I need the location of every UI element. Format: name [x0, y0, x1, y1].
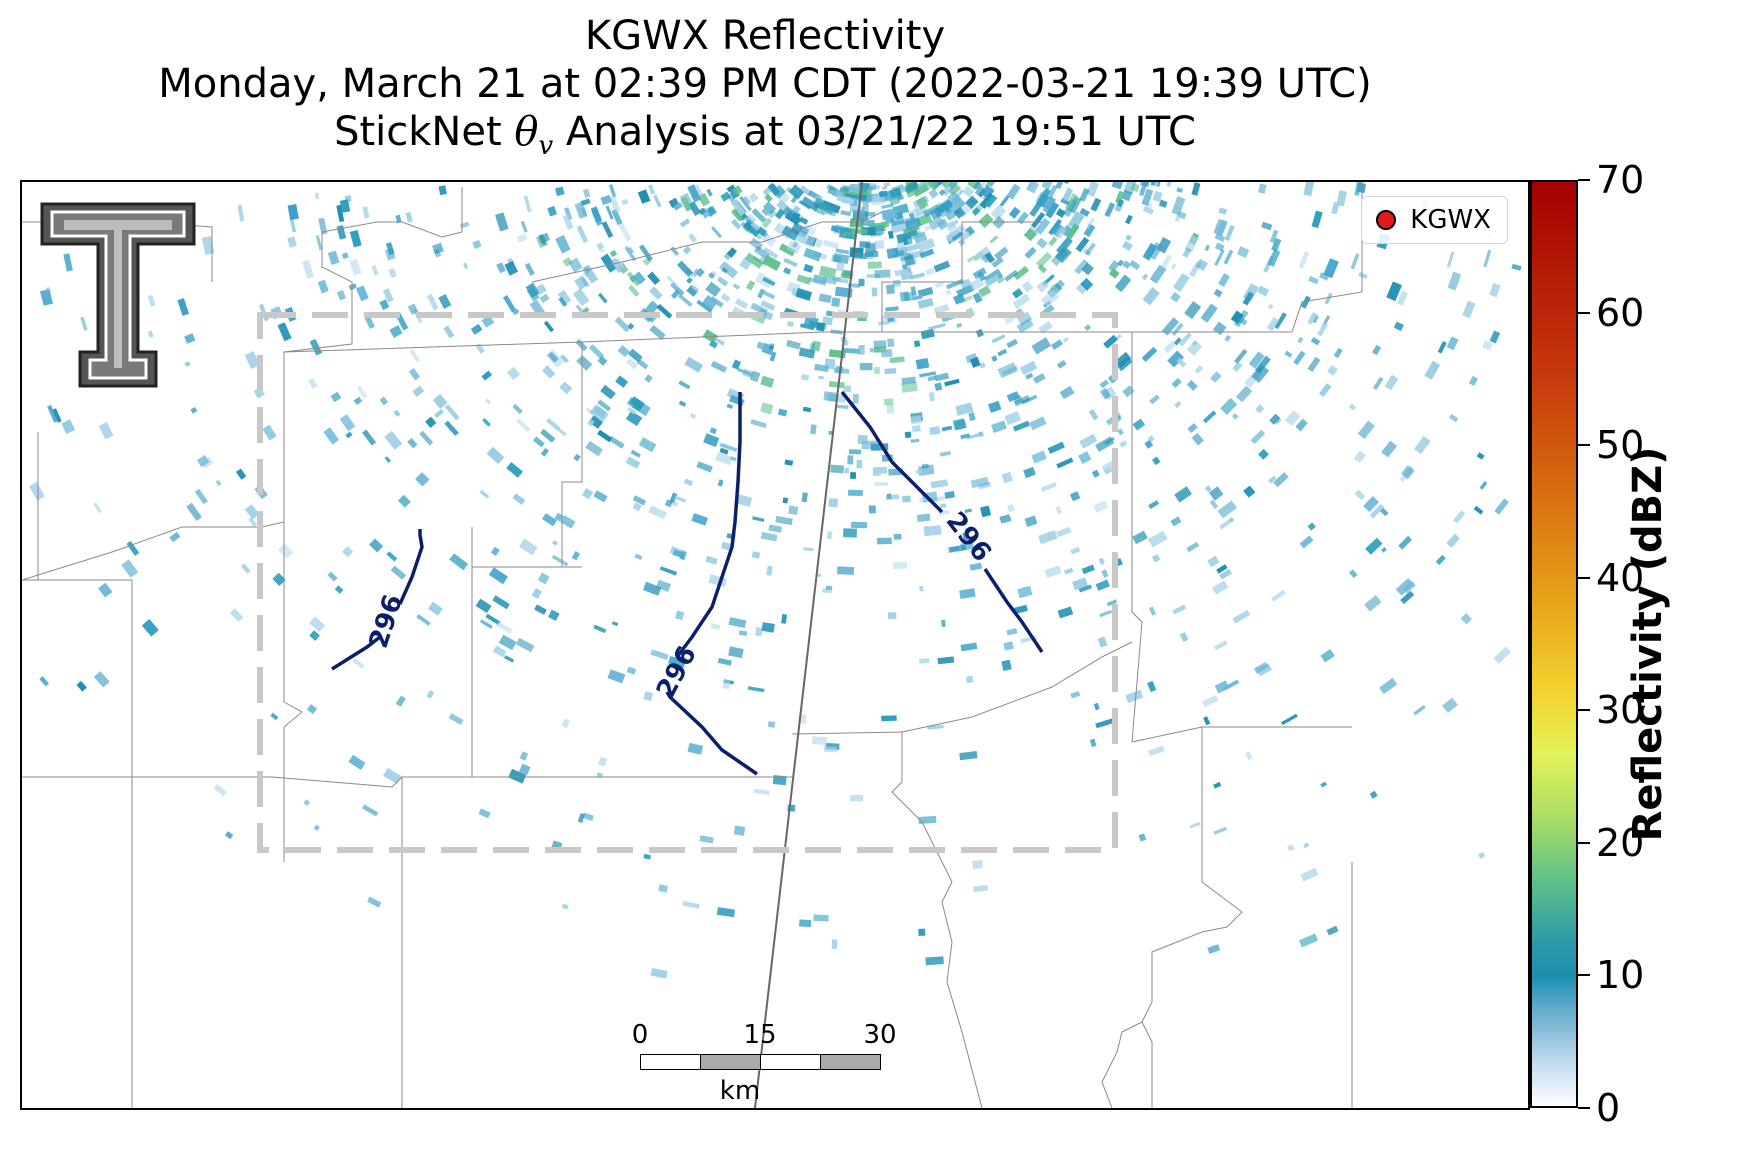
- title-line-2: Monday, March 21 at 02:39 PM CDT (2022-0…: [158, 61, 1372, 107]
- colorbar-tick-label: 70: [1596, 158, 1645, 202]
- radar-map[interactable]: 296 296 296 KGWX: [20, 180, 1530, 1110]
- colorbar-tick: [1578, 179, 1590, 181]
- colorbar-tick-label: 30: [1596, 688, 1645, 733]
- colorbar-tick: [1578, 1107, 1590, 1109]
- colorbar-tick-label: 10: [1596, 953, 1645, 998]
- texas-tech-logo-icon: [40, 202, 196, 388]
- title-line-1: KGWX Reflectivity: [584, 13, 946, 59]
- theta-v-contour-west: [331, 635, 382, 671]
- radar-site-marker-icon: [1376, 210, 1397, 230]
- scale-unit: km: [719, 1076, 761, 1106]
- scale-segment: [760, 1054, 821, 1070]
- colorbar-tick-label: 0: [1596, 1086, 1621, 1130]
- map-legend: KGWX: [1361, 196, 1508, 244]
- scale-label-0: 0: [631, 1020, 649, 1050]
- colorbar-tick: [1578, 841, 1590, 844]
- theta-v-contour-central-upper: [675, 392, 742, 659]
- theta-v-contour-west-upper: [398, 529, 424, 605]
- title-line-3: StickNet θv Analysis at 03/21/22 19:51 U…: [334, 109, 1196, 161]
- scale-label-30: 30: [863, 1020, 897, 1050]
- contour-label-west: 296: [364, 591, 409, 652]
- colorbar-tick: [1578, 974, 1590, 977]
- colorbar-tick: [1578, 709, 1590, 712]
- theta-v-contour-east-lower: [983, 568, 1044, 653]
- colorbar-tick-label: 20: [1596, 820, 1645, 865]
- scale-segment: [640, 1054, 701, 1070]
- legend-label: KGWX: [1410, 205, 1491, 235]
- contour-label-central: 296: [651, 641, 703, 703]
- colorbar-tick: [1578, 311, 1590, 314]
- colorbar-tick-label: 50: [1596, 423, 1645, 468]
- map-title: KGWX Reflectivity Monday, March 21 at 02…: [0, 12, 1530, 170]
- map-canvas: 296 296 296: [22, 182, 1522, 1108]
- state-line: [754, 182, 863, 1108]
- county-boundaries: [22, 182, 1363, 1108]
- colorbar-tick-label: 60: [1596, 290, 1645, 335]
- colorbar-tick-label: 40: [1596, 555, 1645, 600]
- reflectivity-layer: [29, 182, 1522, 979]
- colorbar-title: Reflectivity (dBZ): [1625, 446, 1671, 842]
- analysis-domain-box: [257, 312, 1118, 853]
- scale-label-15: 15: [743, 1020, 777, 1050]
- colorbar-gradient: [1530, 180, 1578, 1108]
- theta-v-contour-east: [840, 390, 944, 514]
- colorbar-tick: [1578, 444, 1590, 447]
- scale-segment: [820, 1054, 881, 1070]
- scale-segment: [700, 1054, 761, 1070]
- reflectivity-colorbar: 0 10 20 30 40 50 60 70 Reflectivity (dBZ): [1530, 161, 1738, 1127]
- scale-bar: 0 15 30 km: [620, 1020, 897, 1110]
- theta-v-contour-central: [665, 691, 758, 776]
- colorbar-tick: [1578, 576, 1590, 579]
